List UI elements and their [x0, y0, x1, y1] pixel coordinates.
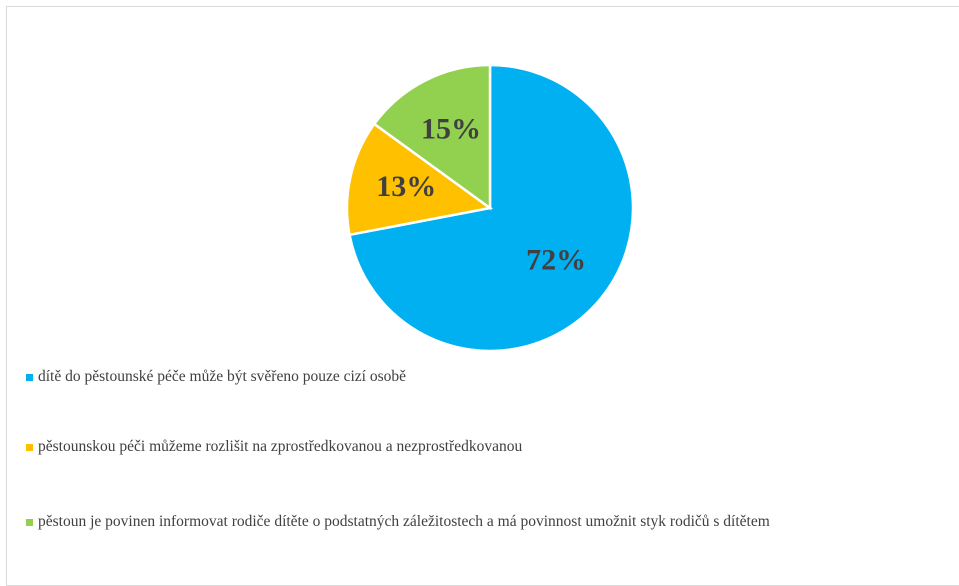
legend-item: pěstounskou péči můžeme rozlišit na zpro…	[26, 437, 956, 457]
legend-item: pěstoun je povinen informovat rodiče dít…	[26, 512, 956, 532]
legend-swatch	[26, 444, 33, 451]
legend-text: dítě do pěstounské péče může být svěřeno…	[38, 368, 407, 385]
legend-swatch	[26, 374, 33, 381]
legend-item: dítě do pěstounské péče může být svěřeno…	[26, 367, 956, 387]
data-label: 15%	[421, 112, 481, 145]
legend-text: pěstounskou péči můžeme rozlišit na zpro…	[38, 438, 523, 455]
legend-swatch	[26, 519, 33, 526]
pie-slice	[345, 122, 494, 237]
data-label: 13%	[376, 170, 436, 203]
data-label: 72%	[526, 244, 586, 277]
legend-text: pěstoun je povinen informovat rodiče dít…	[38, 513, 770, 530]
pie-slice	[372, 63, 492, 211]
